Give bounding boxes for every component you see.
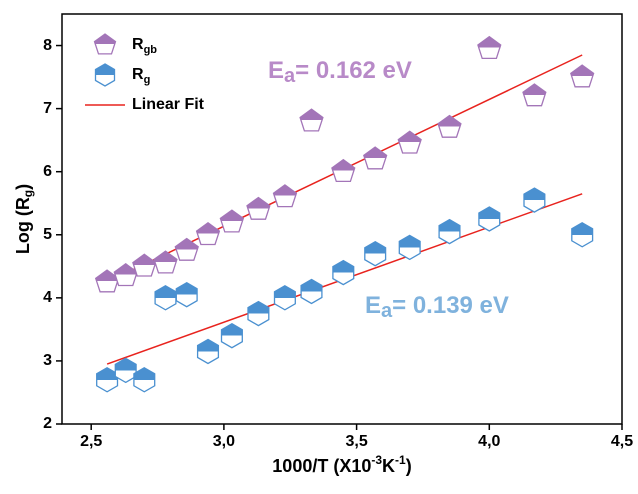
annotation-part: = 0.162 eV xyxy=(295,57,412,84)
x-axis-label: 1000/T (X10-3K-1) xyxy=(272,453,411,476)
data-point xyxy=(195,221,221,246)
legend-label-sub: gb xyxy=(144,44,158,56)
legend-marker xyxy=(94,63,116,87)
data-point xyxy=(398,234,421,261)
data-point xyxy=(96,367,119,393)
data-point xyxy=(132,253,157,277)
data-point xyxy=(133,367,156,393)
data-point xyxy=(220,322,243,349)
x-axis-label-part: 1000/T (X10 xyxy=(272,456,371,476)
y-tick-label: 7 xyxy=(43,100,52,117)
annotation: Ea= 0.139 eV xyxy=(365,292,509,322)
x-tick-label: 2,5 xyxy=(80,433,102,450)
x-axis-label-part: -1 xyxy=(395,453,406,467)
x-axis-label-part: -3 xyxy=(371,453,382,467)
data-point xyxy=(219,209,245,233)
data-point xyxy=(174,237,199,261)
y-axis-label-part: Log (R xyxy=(13,197,33,254)
data-point xyxy=(273,285,296,311)
y-tick-label: 2 xyxy=(43,415,52,432)
x-tick-label: 3,5 xyxy=(345,433,367,450)
data-point xyxy=(437,114,462,138)
plot-frame xyxy=(61,13,623,425)
annotation-part: E xyxy=(268,57,284,84)
data-point xyxy=(522,83,547,107)
data-point xyxy=(331,158,356,183)
data-point xyxy=(523,187,546,213)
annotation-part: = 0.139 eV xyxy=(392,292,509,319)
annotation: Ea= 0.162 eV xyxy=(268,57,412,87)
data-point xyxy=(478,206,501,232)
y-tick-label: 4 xyxy=(43,289,52,306)
x-tick-label: 4,0 xyxy=(478,433,500,450)
data-point xyxy=(153,250,178,274)
y-axis-label-part: g xyxy=(21,190,35,197)
data-point xyxy=(175,281,198,308)
legend-label-main: R xyxy=(132,66,144,83)
legend-label: Rg xyxy=(132,66,150,86)
data-point xyxy=(570,64,595,88)
x-axis-label-part: K xyxy=(382,456,395,476)
legend-label: Linear Fit xyxy=(132,96,205,113)
y-tick-label: 5 xyxy=(43,226,52,243)
data-point xyxy=(363,146,388,170)
legend-label-main: R xyxy=(132,36,144,53)
data-point xyxy=(299,108,324,132)
data-point xyxy=(272,184,298,208)
y-axis-label-part: ) xyxy=(13,184,33,190)
y-tick-label: 6 xyxy=(43,163,52,180)
data-point xyxy=(247,300,270,327)
annotation-part: a xyxy=(284,65,296,87)
x-tick-label: 4,5 xyxy=(611,433,633,450)
data-point xyxy=(397,130,422,154)
x-tick-label: 3,0 xyxy=(213,433,235,450)
y-tick-label: 3 xyxy=(43,352,52,369)
annotation-part: E xyxy=(365,292,381,319)
data-point xyxy=(114,357,137,384)
data-point xyxy=(154,285,177,311)
data-point xyxy=(477,35,502,60)
data-point xyxy=(438,218,461,245)
data-point xyxy=(332,259,355,286)
data-point xyxy=(364,240,387,267)
legend-label: Rgb xyxy=(132,36,157,56)
data-point xyxy=(196,338,220,365)
legend-marker xyxy=(93,33,117,55)
data-point xyxy=(246,196,271,220)
data-point xyxy=(300,278,323,305)
x-axis-label-part: ) xyxy=(406,456,412,476)
y-axis-label: Log (Rg) xyxy=(13,184,35,254)
legend-label-sub: g xyxy=(144,74,151,86)
annotation-part: a xyxy=(381,300,393,322)
y-tick-label: 8 xyxy=(43,37,52,54)
data-point xyxy=(571,222,594,248)
